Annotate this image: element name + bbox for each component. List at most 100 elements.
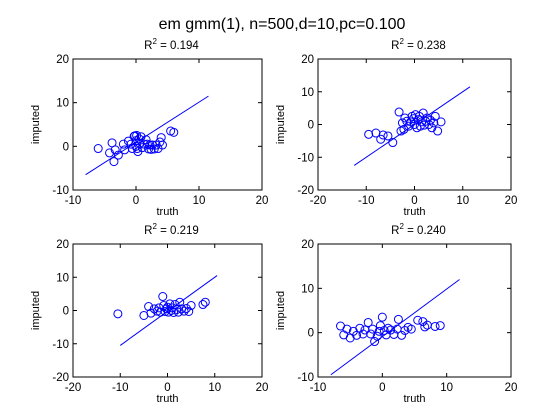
data-point	[156, 133, 166, 143]
plot-area	[353, 86, 471, 166]
data-point	[157, 140, 167, 150]
data-point	[186, 301, 196, 311]
data-point	[342, 324, 352, 334]
data-point	[420, 322, 430, 332]
data-point	[113, 309, 123, 319]
data-point	[167, 303, 177, 313]
data-point	[377, 312, 387, 322]
panel-4: -10 0 10 20 -10 0 10 20 R2 = 0.240 truth imputed	[275, 222, 517, 405]
r2-subtitle: R2 = 0.238	[391, 37, 446, 52]
y-axis-label: imputed	[275, 291, 287, 330]
data-point	[406, 324, 416, 334]
y-tick-label: 20	[301, 54, 314, 66]
data-point	[366, 329, 376, 339]
data-point	[158, 292, 168, 302]
data-point	[93, 144, 103, 154]
y-tick-label: 0	[63, 306, 69, 318]
data-point	[368, 324, 378, 334]
y-tick-label: 20	[301, 239, 314, 251]
x-tick-label: 0	[164, 382, 170, 394]
data-point	[169, 127, 179, 137]
data-point	[173, 307, 183, 317]
data-point	[386, 325, 396, 335]
x-tick-label: 10	[208, 382, 221, 394]
data-point	[181, 304, 191, 314]
data-point	[383, 323, 393, 333]
data-point	[433, 126, 443, 136]
x-tick-label: 10	[193, 195, 206, 207]
data-point	[136, 132, 146, 142]
y-axis-label: imputed	[30, 105, 42, 144]
data-point	[378, 130, 388, 140]
r2-exponent: 2	[399, 222, 404, 231]
y-tick-label: -10	[297, 152, 314, 164]
axes-box	[72, 58, 263, 191]
y-tick-label: -10	[52, 339, 69, 351]
data-point	[113, 150, 123, 160]
data-point	[175, 297, 185, 307]
y-tick-label: 10	[301, 87, 314, 99]
data-point	[170, 300, 180, 310]
x-tick-label: 0	[379, 382, 385, 394]
data-point	[184, 306, 194, 316]
panel-2: -20 -10 0 10 20 -20 -10 0 10 20 R2 = 0.238 truth imp…	[275, 37, 517, 218]
x-tick-label: 10	[440, 382, 453, 394]
data-point	[198, 300, 208, 310]
y-axis-label: imputed	[30, 291, 42, 330]
data-point	[397, 330, 407, 340]
data-point	[376, 134, 386, 144]
data-point	[370, 337, 380, 347]
y-tick-label: -20	[52, 372, 69, 384]
x-tick-label: -10	[65, 195, 82, 207]
r2-value: = 0.240	[404, 225, 446, 237]
data-point	[144, 302, 154, 312]
y-tick-label: -10	[297, 372, 314, 384]
y-tick-label: 0	[308, 120, 314, 132]
x-axis-label: truth	[403, 206, 425, 218]
r2-value: = 0.194	[157, 40, 199, 52]
x-tick-label: -10	[112, 382, 129, 394]
y-tick-label: 10	[301, 283, 314, 295]
data-point	[179, 306, 189, 316]
x-axis-label: truth	[156, 393, 178, 405]
x-tick-label: -10	[310, 382, 327, 394]
x-tick-label: -10	[358, 195, 375, 207]
x-tick-label: -20	[310, 195, 327, 207]
x-tick-label: 20	[256, 195, 269, 207]
data-point	[404, 121, 414, 131]
data-point	[415, 121, 425, 131]
x-axis-label: truth	[156, 206, 178, 218]
r2-prefix: R	[144, 225, 152, 237]
data-point	[436, 117, 446, 127]
data-point	[364, 129, 374, 139]
x-tick-label: 20	[505, 382, 518, 394]
data-point	[394, 107, 404, 117]
fit-line	[330, 279, 460, 376]
data-point	[400, 325, 410, 335]
x-tick-label: 20	[505, 195, 518, 207]
data-point	[429, 118, 439, 128]
r2-prefix: R	[144, 40, 152, 52]
data-point	[132, 144, 142, 154]
data-point	[393, 314, 403, 324]
y-tick-label: 0	[308, 328, 314, 340]
y-axis-label: imputed	[275, 105, 287, 144]
data-point	[413, 315, 423, 325]
data-point	[110, 145, 120, 155]
plot-area	[85, 95, 209, 176]
y-tick-label: 10	[56, 98, 69, 110]
r2-subtitle: R2 = 0.194	[144, 37, 199, 52]
data-point	[372, 331, 382, 341]
r2-value: = 0.219	[157, 225, 199, 237]
r2-subtitle: R2 = 0.240	[391, 222, 446, 237]
y-tick-label: 20	[56, 54, 69, 66]
data-point	[430, 111, 440, 121]
r2-exponent: 2	[399, 37, 404, 46]
y-tick-label: -20	[297, 185, 314, 197]
data-point	[383, 131, 393, 141]
data-point	[134, 134, 144, 144]
plot-area	[113, 275, 218, 346]
y-tick-label: 0	[63, 141, 69, 153]
panel-3: -20 -10 0 10 20 -20 -10 0 10 20 R2 = 0.219 truth imp…	[30, 222, 268, 405]
figure-title: em gmm(1), n=500,d=10,pc=0.100	[159, 16, 406, 33]
